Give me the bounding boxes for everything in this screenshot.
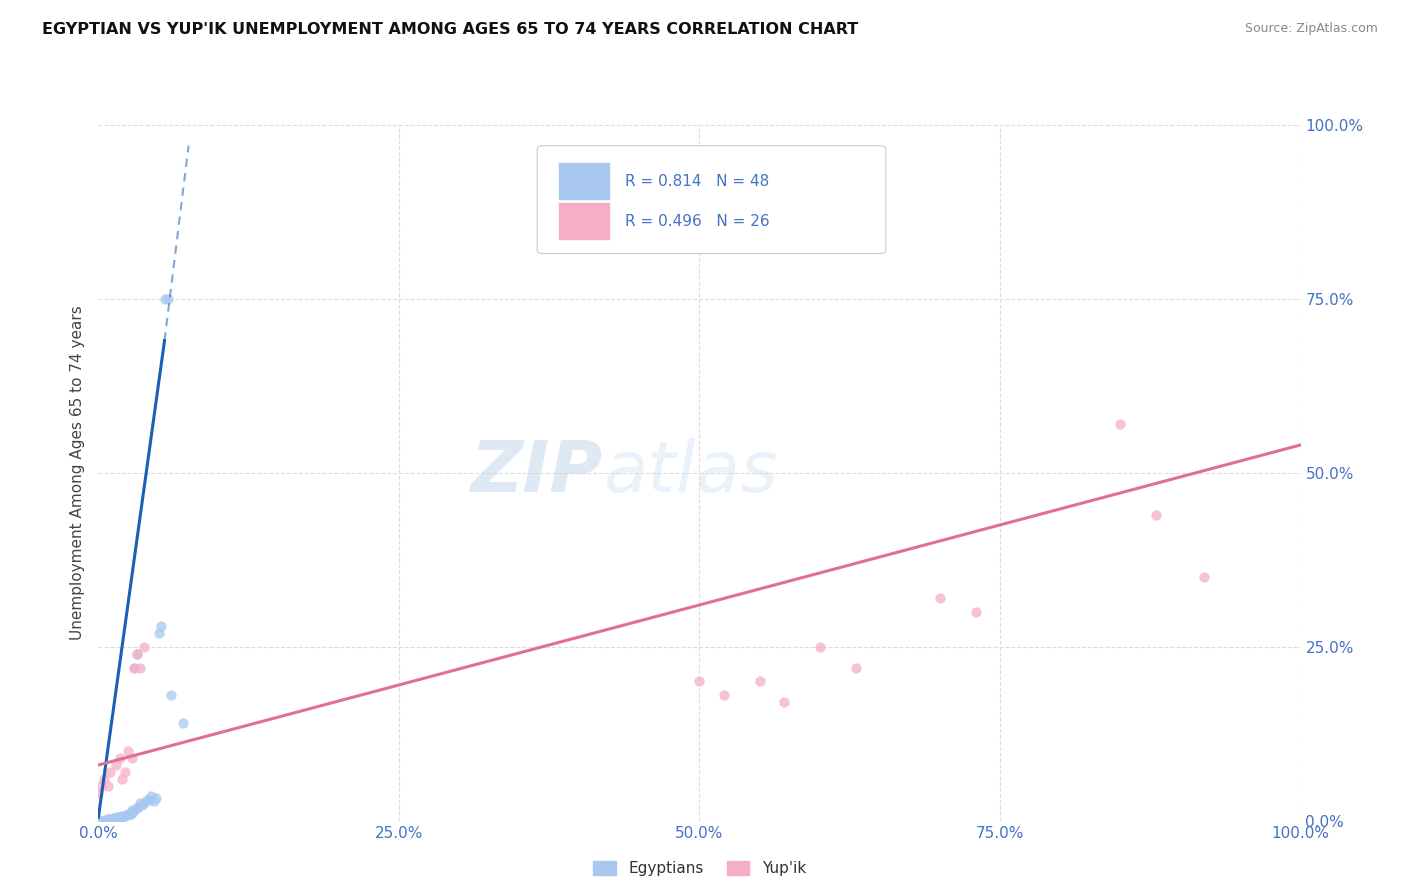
Point bbox=[100, 812, 122, 826]
Point bbox=[808, 640, 831, 654]
Point bbox=[105, 758, 128, 772]
Point bbox=[117, 744, 139, 758]
Text: ZIP: ZIP bbox=[471, 438, 603, 508]
Point bbox=[145, 791, 167, 805]
Point bbox=[93, 772, 115, 786]
Point bbox=[121, 751, 143, 765]
Point bbox=[96, 812, 118, 826]
Point bbox=[120, 806, 142, 821]
Point bbox=[93, 814, 115, 828]
Y-axis label: Unemployment Among Ages 65 to 74 years: Unemployment Among Ages 65 to 74 years bbox=[70, 305, 86, 640]
Point bbox=[111, 772, 134, 786]
Point bbox=[124, 660, 146, 674]
Point bbox=[97, 779, 120, 793]
Point bbox=[91, 814, 114, 828]
FancyBboxPatch shape bbox=[558, 202, 609, 239]
Point bbox=[845, 660, 868, 674]
Point bbox=[157, 292, 180, 306]
Point bbox=[87, 786, 110, 800]
Point bbox=[1194, 570, 1216, 584]
Point bbox=[124, 660, 146, 674]
Point bbox=[159, 689, 181, 703]
Point bbox=[172, 716, 194, 731]
Text: R = 0.496   N = 26: R = 0.496 N = 26 bbox=[624, 214, 769, 229]
Text: atlas: atlas bbox=[603, 438, 778, 508]
Point bbox=[129, 660, 152, 674]
Point bbox=[138, 793, 160, 807]
Point bbox=[127, 799, 149, 814]
Point bbox=[132, 796, 155, 810]
Point bbox=[142, 794, 165, 808]
Point bbox=[107, 811, 129, 825]
Point bbox=[104, 812, 127, 826]
Point bbox=[928, 591, 950, 605]
Point bbox=[108, 810, 131, 824]
Point bbox=[1109, 417, 1132, 431]
Point bbox=[125, 647, 148, 661]
Point bbox=[713, 689, 735, 703]
Point bbox=[772, 695, 794, 709]
Point bbox=[125, 801, 148, 815]
Point bbox=[97, 813, 120, 827]
Legend: Egyptians, Yup'ik: Egyptians, Yup'ik bbox=[586, 855, 813, 882]
Point bbox=[105, 810, 128, 824]
Point bbox=[89, 814, 111, 828]
Point bbox=[122, 805, 145, 820]
Point bbox=[100, 812, 122, 826]
Point bbox=[94, 813, 117, 827]
Point bbox=[108, 751, 131, 765]
FancyBboxPatch shape bbox=[537, 145, 886, 253]
Point bbox=[131, 798, 153, 813]
Point bbox=[965, 605, 987, 619]
Point bbox=[118, 807, 141, 822]
Point bbox=[103, 811, 125, 825]
Point bbox=[90, 814, 112, 828]
Point bbox=[90, 779, 112, 793]
Point bbox=[689, 674, 711, 689]
Point bbox=[110, 809, 132, 823]
Text: EGYPTIAN VS YUP'IK UNEMPLOYMENT AMONG AGES 65 TO 74 YEARS CORRELATION CHART: EGYPTIAN VS YUP'IK UNEMPLOYMENT AMONG AG… bbox=[42, 22, 859, 37]
Text: R = 0.814   N = 48: R = 0.814 N = 48 bbox=[624, 175, 769, 189]
Point bbox=[87, 814, 110, 828]
Point bbox=[115, 808, 138, 822]
Point bbox=[132, 640, 155, 654]
Point bbox=[91, 814, 114, 828]
Text: Source: ZipAtlas.com: Source: ZipAtlas.com bbox=[1244, 22, 1378, 36]
FancyBboxPatch shape bbox=[558, 163, 609, 199]
Point bbox=[125, 647, 148, 661]
Point bbox=[114, 764, 136, 779]
Point bbox=[748, 674, 770, 689]
Point bbox=[100, 764, 122, 779]
Point bbox=[121, 803, 143, 817]
Point bbox=[98, 812, 121, 826]
Point bbox=[153, 292, 176, 306]
Point bbox=[108, 811, 131, 825]
Point bbox=[111, 810, 134, 824]
Point bbox=[141, 789, 163, 804]
Point bbox=[148, 625, 170, 640]
Point bbox=[117, 806, 139, 821]
Point bbox=[124, 803, 146, 817]
Point bbox=[149, 619, 172, 633]
Point bbox=[129, 796, 152, 810]
Point bbox=[112, 809, 135, 823]
Point bbox=[101, 812, 124, 826]
Point bbox=[114, 809, 136, 823]
Point bbox=[1144, 508, 1167, 522]
Point bbox=[135, 793, 157, 807]
